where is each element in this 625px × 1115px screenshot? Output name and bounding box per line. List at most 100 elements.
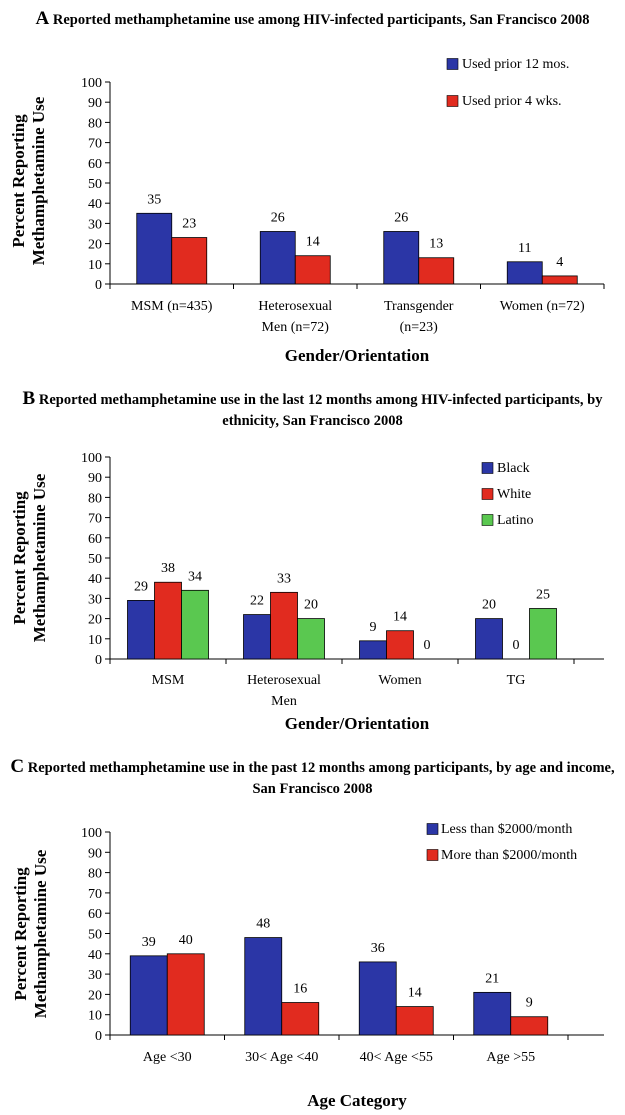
legend-swatch xyxy=(481,488,494,500)
data-label: 23 xyxy=(182,217,196,232)
legend-swatch xyxy=(481,514,494,526)
data-label: 38 xyxy=(161,561,175,576)
chart-letter-b: B xyxy=(22,388,36,409)
category-label: 40< Age <55 xyxy=(360,1050,433,1065)
chart-letter-c: C xyxy=(10,756,25,777)
chart-title-text-c: Reported methamphetamine use in the past… xyxy=(24,760,615,797)
y-tick-label: 50 xyxy=(88,928,102,943)
category-label: 30< Age <40 xyxy=(245,1050,318,1065)
y-tick-label: 70 xyxy=(88,137,102,152)
data-label: 21 xyxy=(485,971,499,986)
chart-letter-a: A xyxy=(35,8,50,29)
y-tick-label: 30 xyxy=(88,592,102,607)
data-label: 48 xyxy=(256,917,270,932)
y-axis-title: Percent Reporting xyxy=(10,491,29,625)
category-label: MSM xyxy=(152,673,185,688)
data-label: 11 xyxy=(518,241,531,256)
y-tick-label: 10 xyxy=(88,633,102,648)
bar xyxy=(506,261,543,285)
y-tick-label: 10 xyxy=(88,258,102,273)
bar xyxy=(510,1016,549,1036)
category-label: TG xyxy=(507,673,526,688)
y-tick-label: 60 xyxy=(88,157,102,172)
x-axis-title: Gender/Orientation xyxy=(285,346,430,365)
data-label: 34 xyxy=(188,569,202,584)
y-tick-label: 40 xyxy=(88,197,102,212)
chart-title-text-b: Reported methamphetamine use in the last… xyxy=(35,392,603,429)
data-label: 22 xyxy=(250,594,264,609)
category-label: MSM (n=435) xyxy=(131,299,213,314)
legend-label: Latino xyxy=(497,513,534,528)
data-label: 9 xyxy=(526,996,533,1011)
bar xyxy=(297,618,325,660)
y-tick-label: 70 xyxy=(88,887,102,902)
data-label: 26 xyxy=(394,210,408,225)
y-tick-label: 50 xyxy=(88,177,102,192)
legend-swatch xyxy=(426,823,439,835)
bar xyxy=(136,212,173,285)
data-label: 26 xyxy=(271,210,285,225)
bar xyxy=(171,237,208,285)
y-tick-label: 60 xyxy=(88,907,102,922)
data-label: 16 xyxy=(293,982,307,997)
bar xyxy=(541,275,578,285)
y-tick-label: 0 xyxy=(95,278,102,293)
category-label: Transgender xyxy=(384,299,454,314)
y-tick-label: 60 xyxy=(88,532,102,547)
bar xyxy=(129,955,168,1036)
y-tick-label: 30 xyxy=(88,217,102,232)
y-tick-label: 50 xyxy=(88,552,102,567)
chart-panel-b: B Reported methamphetamine use in the la… xyxy=(0,372,625,744)
legend-label: White xyxy=(497,487,531,502)
data-label: 36 xyxy=(371,941,385,956)
chart-svg-a: 0 10 20 30 40 50 60 70 80 90 100 35 23 MSM (n=435) 26 1… xyxy=(9,57,605,365)
bar xyxy=(418,257,455,285)
category-label: (n=23) xyxy=(400,320,439,335)
category-label: Women xyxy=(378,673,421,688)
bar xyxy=(358,961,397,1036)
y-tick-label: 70 xyxy=(88,512,102,527)
data-label: 33 xyxy=(277,571,291,586)
legend-swatch xyxy=(426,849,439,861)
bar xyxy=(294,255,331,285)
y-tick-label: 0 xyxy=(95,1029,102,1044)
chart-title-b: B Reported methamphetamine use in the la… xyxy=(0,388,625,432)
data-label: 39 xyxy=(142,935,156,950)
x-axis-title: Gender/Orientation xyxy=(285,714,430,733)
bar xyxy=(281,1002,320,1036)
y-tick-label: 90 xyxy=(88,846,102,861)
bar xyxy=(359,640,387,660)
data-label: 29 xyxy=(134,579,148,594)
y-tick-label: 20 xyxy=(88,238,102,253)
chart-title-c: C Reported methamphetamine use in the pa… xyxy=(0,756,625,800)
data-label: 14 xyxy=(393,610,407,625)
y-tick-label: 40 xyxy=(88,948,102,963)
legend-swatch xyxy=(446,58,459,70)
legend-label: More than $2000/month xyxy=(441,848,577,863)
bar xyxy=(244,937,283,1036)
y-tick-label: 100 xyxy=(81,826,102,841)
bar xyxy=(154,581,182,660)
y-tick-label: 80 xyxy=(88,116,102,131)
category-label: Men (n=72) xyxy=(262,320,330,335)
chart-panel-a: A Reported methamphetamine use among HIV… xyxy=(0,0,625,372)
y-axis-title: Methamphetamine Use xyxy=(29,96,48,265)
bar xyxy=(473,991,512,1036)
x-axis-title: Age Category xyxy=(307,1091,407,1110)
bar xyxy=(475,618,503,660)
y-tick-label: 90 xyxy=(88,96,102,111)
legend-swatch xyxy=(446,95,459,107)
y-tick-label: 0 xyxy=(95,653,102,668)
y-tick-label: 80 xyxy=(88,867,102,882)
category-label: Women (n=72) xyxy=(500,299,585,314)
y-tick-label: 10 xyxy=(88,1009,102,1024)
bar xyxy=(127,600,155,660)
y-tick-label: 100 xyxy=(81,76,102,91)
legend-label: Less than $2000/month xyxy=(441,822,572,837)
bar xyxy=(386,630,414,660)
legend-label: Used prior 12 mos. xyxy=(462,57,569,72)
data-label: 14 xyxy=(408,986,422,1001)
y-axis-title: Methamphetamine Use xyxy=(30,473,49,642)
data-label: 40 xyxy=(179,933,193,948)
data-label: 20 xyxy=(482,598,496,613)
